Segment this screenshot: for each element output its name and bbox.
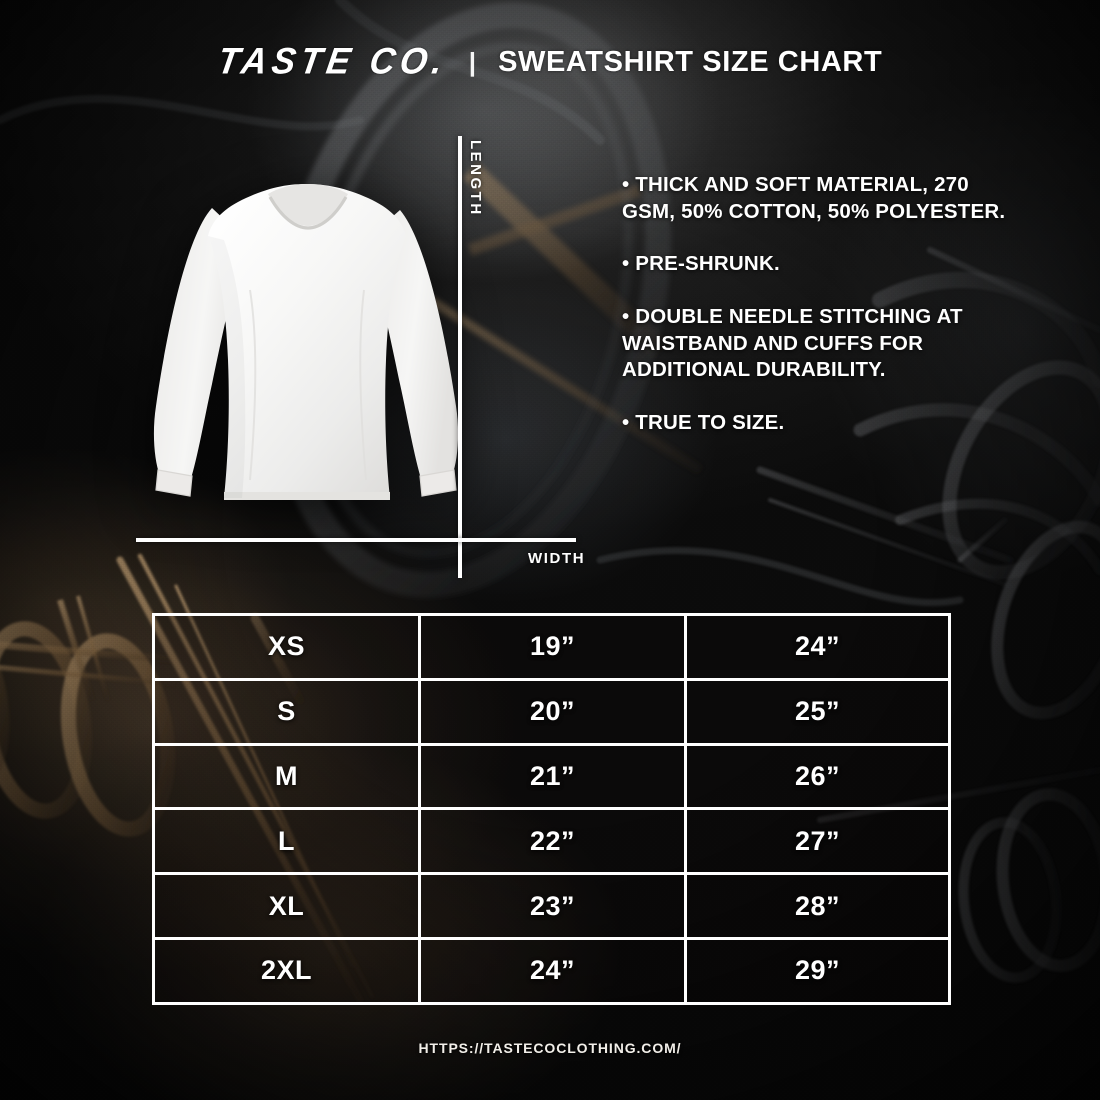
cell-size: S — [152, 677, 421, 746]
header-divider: | — [468, 46, 477, 77]
cell-size: M — [152, 742, 421, 811]
cell-width: 21” — [418, 742, 687, 811]
brand-logo: TASTE CO. — [214, 40, 451, 83]
cell-size: XS — [152, 613, 421, 681]
size-chart-table: XS 19” 24” S 20” 25” M 21” 26” L 22” 27”… — [152, 613, 951, 1005]
feature-item: • THICK AND SOFT MATERIAL, 270 GSM, 50% … — [622, 173, 1006, 223]
width-measure-label: WIDTH — [528, 550, 586, 567]
cell-length: 28” — [684, 872, 951, 940]
table-row: 2XL 24” 29” — [152, 936, 951, 1005]
length-measure-label: LENGTH — [467, 140, 484, 217]
cell-width: 24” — [418, 936, 687, 1005]
cell-size: XL — [152, 872, 421, 940]
feature-item: • PRE-SHRUNK. — [622, 252, 780, 276]
cell-width: 23” — [418, 872, 687, 940]
cell-width: 19” — [418, 613, 687, 681]
size-chart-body: XS 19” 24” S 20” 25” M 21” 26” L 22” 27”… — [152, 613, 951, 1005]
cell-length: 27” — [684, 807, 951, 876]
feature-item: • TRUE TO SIZE. — [622, 410, 785, 434]
cell-length: 29” — [684, 936, 951, 1005]
cell-size: L — [152, 807, 421, 876]
table-row: XL 23” 28” — [152, 872, 951, 940]
length-measure-line — [458, 136, 462, 578]
cell-length: 25” — [684, 677, 951, 746]
features-list: • THICK AND SOFT MATERIAL, 270 GSM, 50% … — [622, 172, 1022, 436]
garment-diagram — [130, 160, 590, 590]
table-row: M 21” 26” — [152, 742, 951, 811]
table-row: XS 19” 24” — [152, 613, 951, 681]
page-title: SWEATSHIRT SIZE CHART — [498, 45, 883, 78]
table-row: S 20” 25” — [152, 677, 951, 746]
sweatshirt-illustration — [153, 184, 459, 500]
cell-length: 24” — [684, 613, 951, 681]
table-row: L 22” 27” — [152, 807, 951, 876]
cell-width: 22” — [418, 807, 687, 876]
cell-length: 26” — [684, 742, 951, 811]
feature-item: • DOUBLE NEEDLE STITCHING AT WAISTBAND A… — [622, 304, 963, 382]
footer-website-url: HTTPS://TASTECOCLOTHING.COM/ — [418, 1040, 682, 1056]
cell-width: 20” — [418, 677, 687, 746]
cell-size: 2XL — [152, 936, 421, 1005]
header-bar: TASTE CO. | SWEATSHIRT SIZE CHART — [0, 40, 1100, 83]
width-measure-line — [136, 538, 576, 542]
